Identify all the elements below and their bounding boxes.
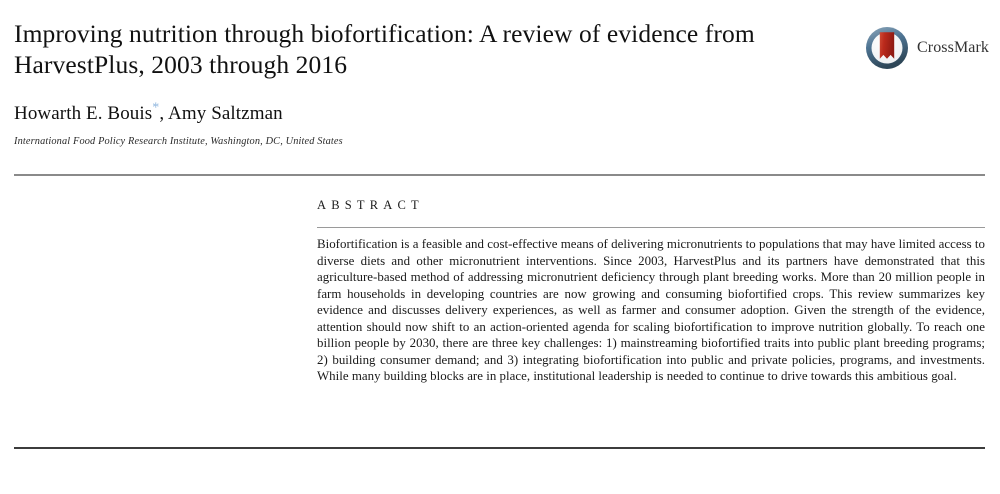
author-name-secondary: , Amy Saltzman [159,103,283,124]
crossmark-badge[interactable]: CrossMark [864,22,989,74]
affiliation: International Food Policy Research Insti… [14,136,343,147]
crossmark-label: CrossMark [917,39,990,56]
author-name-primary: Howarth E. Bouis [14,103,153,124]
abstract-body: Biofortification is a feasible and cost-… [317,237,985,384]
abstract-section: ABSTRACT Biofortification is a feasible … [317,197,985,385]
article-header: Improving nutrition through biofortifica… [14,18,844,148]
header-divider [14,174,985,176]
abstract-divider [317,227,985,228]
footer-divider [14,447,985,449]
page-title: Improving nutrition through biofortifica… [14,19,755,79]
crossmark-logo-icon [866,27,908,69]
author-list: Howarth E. Bouis*, Amy Saltzman [14,80,844,125]
corresponding-author-asterisk[interactable]: * [152,100,160,116]
abstract-heading: ABSTRACT [317,198,424,212]
